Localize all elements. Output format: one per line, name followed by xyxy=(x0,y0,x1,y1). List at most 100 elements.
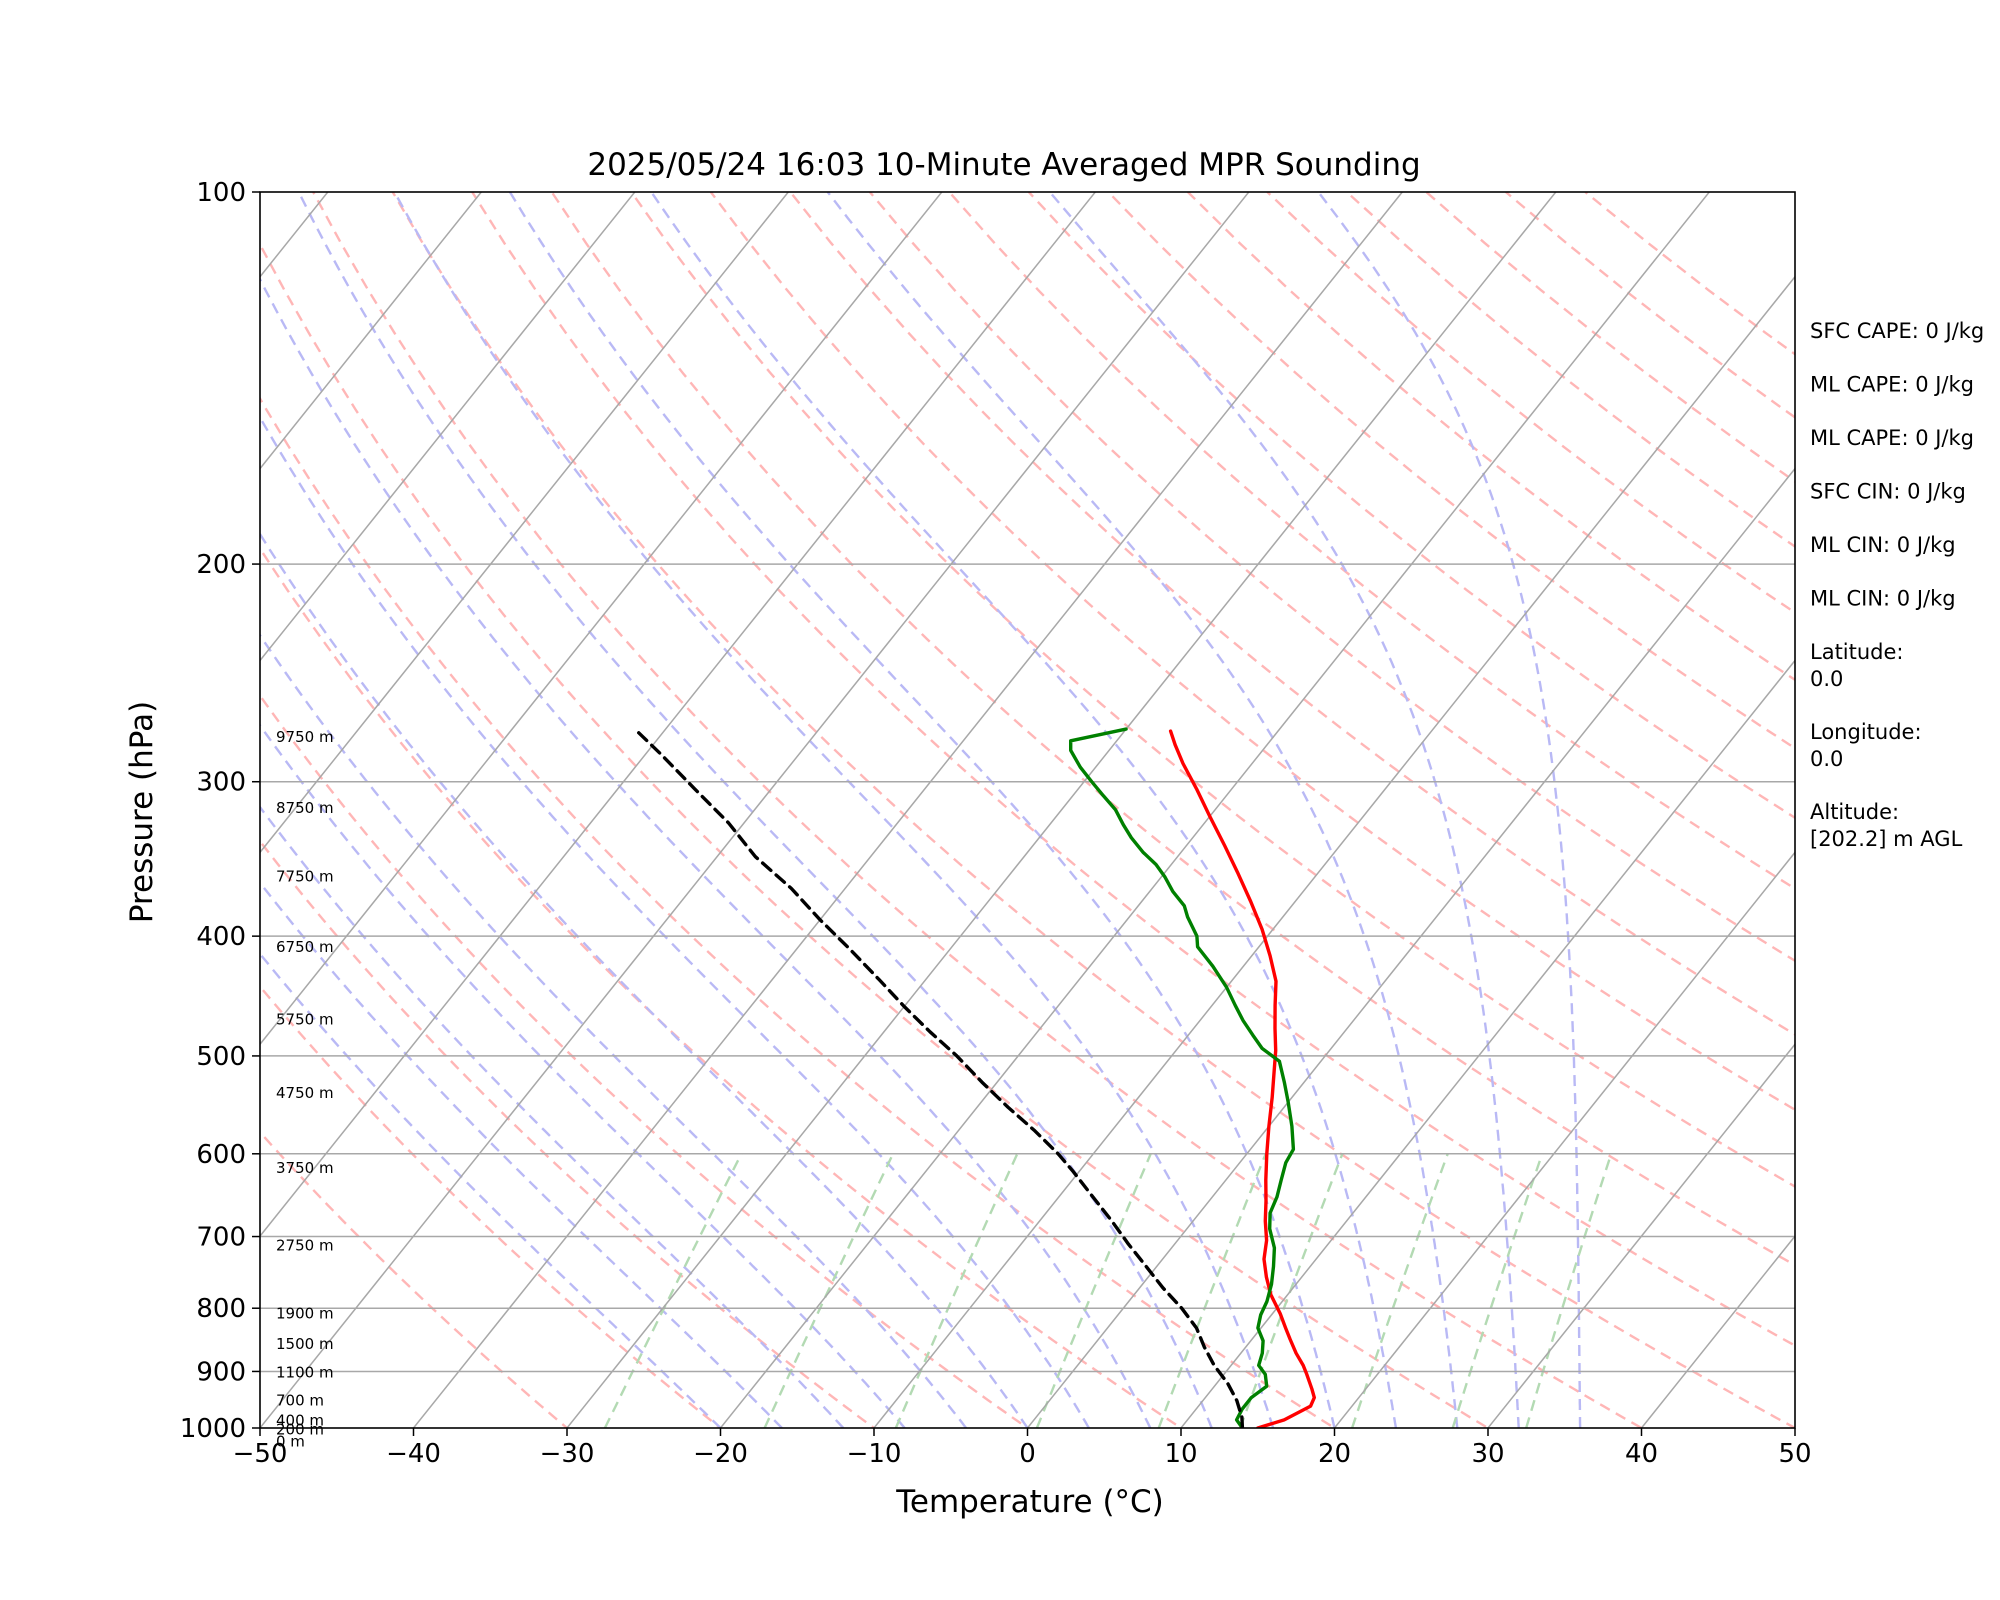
moist-adiabat-line xyxy=(260,951,722,1428)
moist-adiabat-line xyxy=(260,276,1152,1428)
y-tick-label: 800 xyxy=(196,1294,246,1324)
stat-text: 0.0 xyxy=(1810,747,1843,771)
moist-adiabat-line xyxy=(1317,192,1582,1428)
x-tick-label: −40 xyxy=(386,1439,441,1469)
moist-adiabat-line xyxy=(297,192,1213,1428)
dewpoint-profile xyxy=(1069,727,1296,1428)
isotherm-line xyxy=(412,192,1403,1428)
y-tick-label: 200 xyxy=(196,550,246,580)
isotherm-line xyxy=(1333,851,1795,1428)
moist-adiabat-line xyxy=(260,723,906,1428)
parcel-profile xyxy=(633,727,1245,1428)
x-tick-label: 50 xyxy=(1778,1439,1811,1469)
sounding-stats: SFC CAPE: 0 J/kg ML CAPE: 0 J/kg ML CAPE: … xyxy=(1810,319,1984,851)
moist-adiabat-line xyxy=(826,192,1459,1428)
stat-text: ML CIN: 0 J/kg xyxy=(1810,533,1956,557)
height-label: 7750 m xyxy=(276,868,334,886)
background-lines xyxy=(260,192,1795,1428)
isotherm-line xyxy=(260,192,1250,1428)
x-tick-label: 30 xyxy=(1471,1439,1504,1469)
moist-adiabat-line xyxy=(260,805,845,1428)
isotherm-line xyxy=(1180,659,1795,1428)
height-label: 400 m xyxy=(276,1411,324,1429)
moist-adiabat-line xyxy=(260,531,1029,1428)
height-label: 4750 m xyxy=(276,1084,334,1102)
x-tick-label: −30 xyxy=(540,1439,595,1469)
height-label: 1500 m xyxy=(276,1335,334,1353)
stat-text: ML CIN: 0 J/kg xyxy=(1810,587,1956,611)
moist-adiabat-line xyxy=(260,880,783,1428)
height-label: 9750 m xyxy=(276,728,334,746)
x-tick-label: 0 xyxy=(1019,1439,1036,1469)
mixing-ratio-line xyxy=(1525,1153,1613,1428)
stat-text: Latitude: xyxy=(1810,640,1904,664)
stat-text: SFC CAPE: 0 J/kg xyxy=(1810,319,1984,343)
dry-adiabat-line xyxy=(789,192,1795,1036)
y-tick-label: 300 xyxy=(196,768,246,798)
isotherm-line xyxy=(260,192,636,662)
height-label: 1100 m xyxy=(276,1364,334,1382)
height-label: 8750 m xyxy=(276,799,334,817)
stat-text: 0.0 xyxy=(1810,667,1843,691)
x-axis: −50 −40 −30 −20 −10 0 10 20 30 40 50 xyxy=(233,1428,1812,1469)
stat-text: Altitude: xyxy=(1810,800,1899,824)
dry-adiabat-line xyxy=(948,192,1795,891)
isotherm-line xyxy=(260,192,1096,1238)
temperature-profile xyxy=(1168,729,1316,1428)
height-label: 0 m xyxy=(276,1432,305,1450)
dry-adiabat-line xyxy=(312,192,1644,1428)
stat-text: ML CAPE: 0 J/kg xyxy=(1810,373,1974,397)
dry-adiabat-line xyxy=(260,241,1491,1428)
y-tick-label: 1000 xyxy=(180,1414,246,1444)
x-tick-label: 20 xyxy=(1318,1439,1351,1469)
moist-adiabat-line xyxy=(650,192,1398,1428)
dry-adiabat-line xyxy=(260,1130,569,1428)
sounding-profiles xyxy=(633,727,1316,1428)
x-tick-label: −50 xyxy=(233,1439,288,1469)
dry-adiabat-line xyxy=(1107,192,1795,750)
isotherm-line xyxy=(260,192,482,470)
height-labels: 9750 m 8750 m 7750 m 6750 m 5750 m 4750 m 3750… xyxy=(276,728,334,1450)
mixing-ratio-line xyxy=(1451,1153,1544,1428)
height-label: 6750 m xyxy=(276,938,334,956)
x-tick-label: 40 xyxy=(1625,1439,1658,1469)
isotherm-line xyxy=(566,192,1557,1428)
height-label: 2750 m xyxy=(276,1237,334,1255)
height-label: 700 m xyxy=(276,1391,324,1409)
x-tick-label: −20 xyxy=(693,1439,748,1469)
stat-text: SFC CIN: 0 J/kg xyxy=(1810,480,1966,504)
x-tick-label: 10 xyxy=(1164,1439,1197,1469)
x-tick-label: −10 xyxy=(847,1439,902,1469)
isotherm-line xyxy=(873,275,1795,1428)
isotherm-line xyxy=(1026,467,1795,1428)
height-label: 1900 m xyxy=(276,1305,334,1323)
y-tick-label: 700 xyxy=(196,1223,246,1253)
height-label: 200 m xyxy=(276,1421,324,1439)
moist-adiabat-line xyxy=(260,633,968,1428)
height-label: 5750 m xyxy=(276,1010,334,1028)
dry-adiabat-line xyxy=(391,192,1795,1428)
moist-adiabat-line xyxy=(393,192,1275,1428)
y-tick-label: 900 xyxy=(196,1357,246,1387)
y-tick-label: 600 xyxy=(196,1140,246,1170)
isotherm-line xyxy=(260,192,789,854)
stat-text: [202.2] m AGL xyxy=(1810,827,1963,851)
x-axis-label: Temperature (°C) xyxy=(895,1484,1164,1520)
y-axis-label: Pressure (hPa) xyxy=(124,701,160,923)
height-label: 3750 m xyxy=(276,1159,334,1177)
dry-adiabat-line xyxy=(260,546,1184,1428)
isotherm-line xyxy=(260,192,943,1046)
y-tick-label: 500 xyxy=(196,1042,246,1072)
moist-adiabat-line xyxy=(1048,192,1520,1428)
dry-adiabat-line xyxy=(260,396,1337,1428)
dry-adiabat-line xyxy=(260,839,877,1428)
chart-title: 2025/05/24 16:03 10-Minute Averaged MPR … xyxy=(587,147,1420,183)
dry-adiabat-line xyxy=(630,192,1795,1188)
y-axis: 100 200 300 400 500 600 700 800 900 1000 xyxy=(180,178,260,1444)
stat-text: ML CAPE: 0 J/kg xyxy=(1810,426,1974,450)
isotherm-line xyxy=(1487,1043,1795,1428)
y-tick-label: 100 xyxy=(196,178,246,208)
isotherm-line xyxy=(719,192,1710,1428)
